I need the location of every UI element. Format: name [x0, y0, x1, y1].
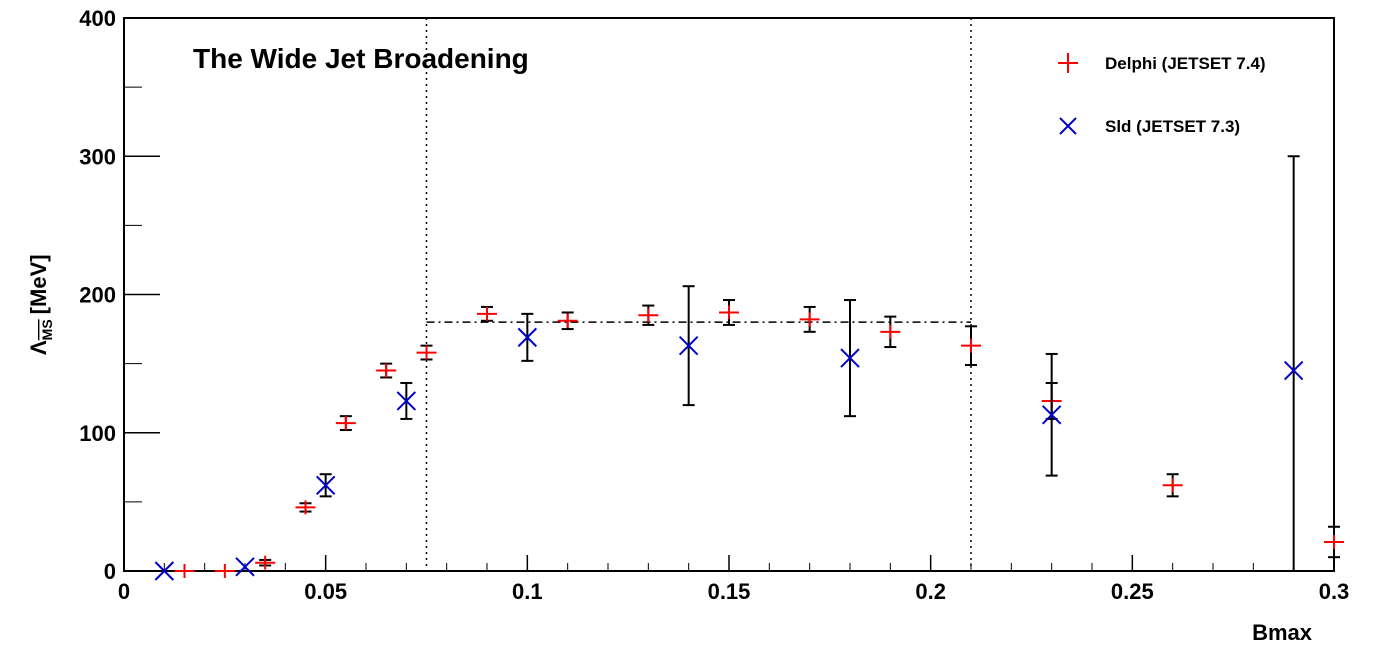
data-point	[880, 324, 901, 339]
data-point	[799, 312, 820, 327]
data-point	[174, 564, 195, 578]
data-point	[678, 335, 699, 356]
plot-frame	[123, 17, 1335, 572]
y-tick-label: 100	[79, 421, 116, 446]
x-tick-label: 0.05	[304, 579, 347, 604]
data-point	[557, 313, 578, 328]
y-axis-title-unit: [MeV]	[26, 254, 51, 314]
data-point	[396, 391, 417, 411]
y-tick-label: 200	[79, 283, 116, 308]
data-point	[477, 306, 497, 321]
data-point	[719, 305, 739, 320]
y-axis-title-sub: MS	[39, 319, 55, 340]
guide-lines	[425, 18, 972, 571]
axes: 0 0.05 0.1 0.15 0.2 0.25 0.3 0 100 200 300 400	[79, 6, 1349, 604]
y-tick-label: 400	[79, 6, 116, 31]
legend-marker-delphi	[1058, 53, 1078, 73]
data-point	[335, 416, 356, 431]
data-point	[638, 308, 659, 323]
chart-title: The Wide Jet Broadening	[193, 43, 529, 74]
series-delphi	[174, 299, 1344, 578]
data-point	[840, 348, 860, 368]
y-axis-title: ΛMS [MeV]	[26, 254, 55, 355]
legend-label-sld: Sld (JETSET 7.3)	[1105, 117, 1240, 136]
data-point	[376, 363, 397, 378]
y-axis-title-main: Λ	[26, 340, 51, 355]
data-point	[1041, 405, 1062, 425]
legend: Delphi (JETSET 7.4) Sld (JETSET 7.3)	[1058, 53, 1266, 136]
x-tick-label: 0.25	[1111, 579, 1154, 604]
legend-marker-sld	[1059, 117, 1077, 135]
data-point	[517, 327, 538, 348]
data-point	[1162, 478, 1183, 493]
data-point	[416, 345, 437, 360]
data-point	[235, 557, 255, 577]
x-tick-label: 0.15	[708, 579, 751, 604]
data-point	[1283, 360, 1304, 381]
data-point	[295, 500, 316, 515]
series-sld	[154, 155, 1304, 581]
data-point	[255, 555, 276, 570]
data-point	[961, 338, 981, 353]
data-marks	[154, 155, 1344, 581]
data-point	[1324, 534, 1344, 549]
data-point	[154, 561, 175, 581]
x-tick-label: 0.3	[1319, 579, 1350, 604]
x-axis-title: Bmax	[1252, 620, 1313, 645]
data-point	[214, 564, 235, 578]
y-tick-label: 0	[104, 559, 116, 584]
data-point	[315, 475, 336, 495]
legend-label-delphi: Delphi (JETSET 7.4)	[1105, 54, 1266, 73]
x-tick-label: 0.1	[512, 579, 543, 604]
x-tick-label: 0.2	[915, 579, 946, 604]
x-tick-label: 0	[118, 579, 130, 604]
y-tick-label: 300	[79, 144, 116, 169]
svg-text:ΛMS[MeV]: ΛMS [MeV]	[26, 254, 55, 355]
